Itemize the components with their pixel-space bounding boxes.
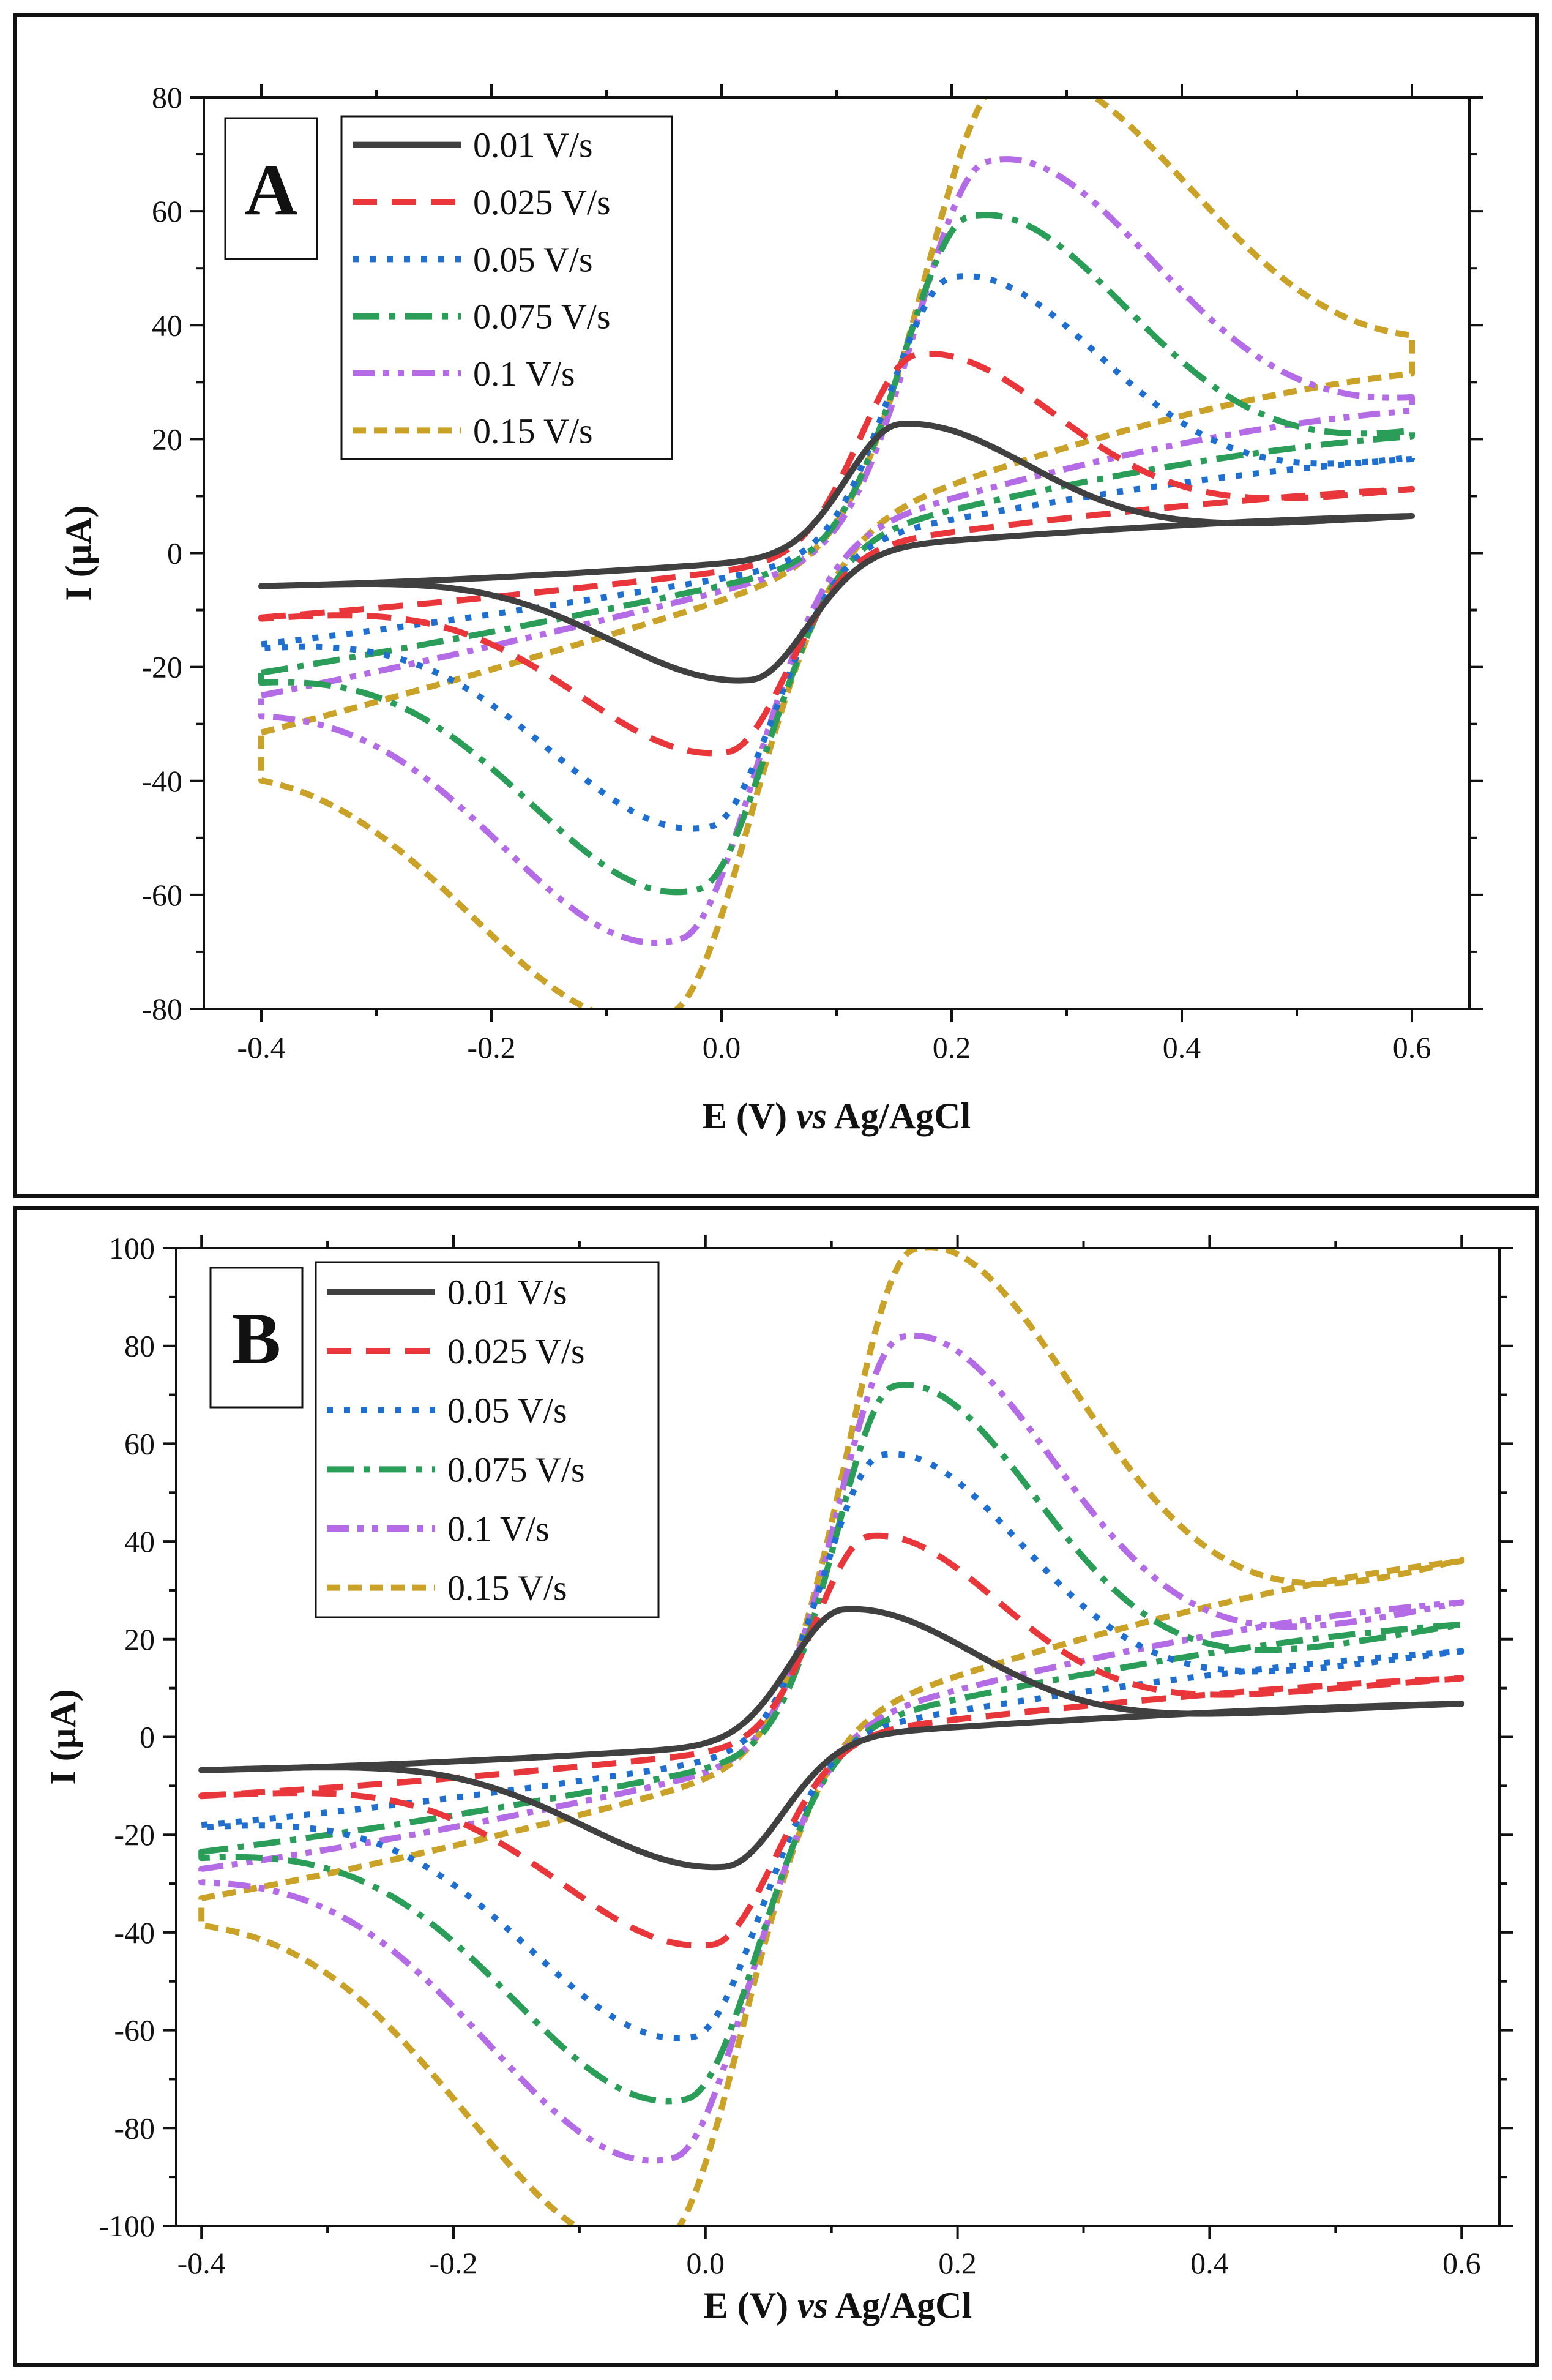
legend-box [315,1261,660,1618]
y-tick-label: 20 [124,1622,155,1656]
series-line-0-01-V-s [258,421,1415,684]
y-tick-label: 60 [152,194,182,228]
legend-label: 0.01 V/s [473,125,593,165]
legend-label: 0.15 V/s [473,411,593,451]
y-tick-label: 0 [167,536,182,571]
series-line-0-15-V-s [198,1248,1465,2226]
y-tick-label: -80 [141,992,182,1026]
chart-b: -0.4 -0.2 0.0 0.2 0.4 0.6 -100 -80 -60 -40 -20 0 20 4… [43,1231,1513,2326]
y-tick-label: 20 [152,422,182,456]
series-line-0-075-V-s [198,1382,1465,2105]
series-line-0-1-V-s [198,1332,1465,2164]
x-axis-title-part: E (V) [704,2285,797,2326]
legend-label: 0.1 V/s [447,1509,550,1549]
y-tick-label: -40 [141,764,182,798]
x-tick-label: -0.4 [237,1030,285,1065]
series-line-0-025-V-s [198,1532,1465,1949]
x-tick-label: 0.2 [933,1030,971,1065]
y-tick-label: 80 [124,1329,155,1363]
panel-label: B [232,1298,281,1379]
y-tick-label: -20 [141,650,182,684]
series-line-0-05-V-s [258,273,1415,832]
legend-label: 0.15 V/s [447,1568,567,1608]
y-tick-label: -80 [114,2111,155,2145]
series-line-0-15-V-s [258,97,1415,1009]
y-tick-label: 80 [152,80,182,114]
series-line-0-075-V-s [258,212,1415,896]
series-line-0-01-V-s [198,1606,1465,1871]
y-tick-label: 0 [140,1720,155,1754]
x-tick-label: 0.6 [1393,1030,1431,1065]
curves-group [198,1248,1465,2226]
legend-label: 0.025 V/s [473,182,611,222]
y-tick-label: -20 [114,1817,155,1852]
curves-group [258,97,1415,1009]
legend-label: 0.05 V/s [447,1391,567,1431]
panel-a: -0.4 -0.2 0.0 0.2 0.4 0.6 -80 -60 -40 -20 0 20 40 60 8… [13,13,1539,1198]
x-tick-label: 0.4 [1190,2246,1229,2280]
x-axis-title-part: vs [796,1096,827,1136]
legend-label: 0.075 V/s [473,297,611,337]
x-axis-title-part: Ag/AgCl [827,1096,971,1136]
y-tick-label: -60 [114,2013,155,2048]
series-line-0-1-V-s [258,156,1415,946]
legend-label: 0.1 V/s [473,354,575,394]
x-tick-label: 0.6 [1442,2246,1481,2280]
y-tick-label: -60 [141,878,182,912]
y-tick-label: 100 [109,1231,155,1265]
x-tick-label: 0.2 [938,2246,977,2280]
x-tick-label: 0.0 [703,1030,741,1065]
x-tick-label: 0.0 [687,2246,725,2280]
legend-box [340,115,673,460]
y-tick-label: 60 [124,1426,155,1461]
legend-label: 0.075 V/s [447,1450,585,1489]
series-line-0-05-V-s [198,1451,1465,2041]
x-tick-label: -0.2 [429,2246,477,2280]
x-axis-title-part: Ag/AgCl [828,2285,972,2326]
y-axis-title: I (µA) [58,505,99,601]
panel-b: -0.4 -0.2 0.0 0.2 0.4 0.6 -100 -80 -60 -40 -20 0 20 4… [13,1206,1539,2367]
y-tick-label: 40 [152,308,182,342]
x-tick-label: -0.4 [177,2246,226,2280]
x-tick-label: 0.4 [1163,1030,1201,1065]
legend-label: 0.025 V/s [447,1331,585,1371]
panel-label-box [209,1267,304,1409]
x-axis-title-part: E (V) [703,1096,796,1136]
series-line-0-025-V-s [258,350,1415,757]
x-axis-title: E (V) vs Ag/AgCl [703,1096,971,1136]
legend-label: 0.01 V/s [447,1272,567,1312]
y-tick-label: -100 [99,2209,155,2243]
y-tick-label: -40 [114,1915,155,1950]
x-axis-title: E (V) vs Ag/AgCl [704,2285,972,2326]
panel-label-box [224,117,318,260]
y-axis-title: I (µA) [43,1689,83,1784]
y-tick-label: 40 [124,1524,155,1559]
legend-label: 0.05 V/s [473,239,593,279]
x-tick-label: -0.2 [467,1030,515,1065]
x-axis-title-part: vs [797,2285,828,2326]
panel-label: A [245,149,298,230]
chart-a: -0.4 -0.2 0.0 0.2 0.4 0.6 -80 -60 -40 -20 0 20 40 60 8… [58,80,1483,1136]
